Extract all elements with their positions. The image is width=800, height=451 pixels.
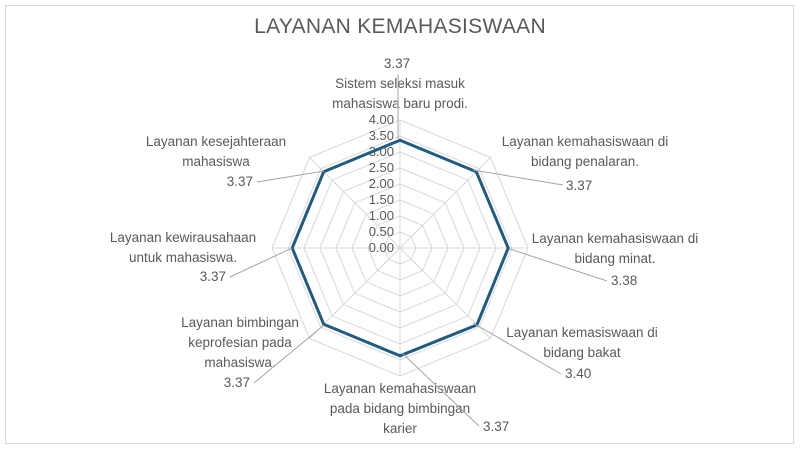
data-point [398, 138, 402, 142]
data-label-leader [253, 324, 325, 384]
data-label-leader [472, 322, 562, 375]
category-label: Layanan bimbingan [181, 315, 299, 330]
radial-tick-label: 3.00 [369, 144, 394, 159]
data-label: 3.37 [200, 269, 226, 284]
data-label-leader [509, 248, 608, 282]
category-label: bidang bakat [543, 345, 621, 360]
category-label: mahasiswa baru prodi. [332, 96, 468, 111]
radial-tick-label: 4.00 [369, 112, 394, 127]
radial-tick-label: 1.50 [369, 192, 394, 207]
radial-tick-label: 3.50 [369, 128, 394, 143]
chart-title: LAYANAN KEMAHASISWAAN [254, 15, 546, 38]
category-label: bidang minat. [574, 251, 655, 266]
radial-tick-label: 2.50 [369, 160, 394, 175]
radial-tick-label: 2.00 [369, 176, 394, 191]
data-label-leader [229, 247, 293, 278]
category-label: bidang penalaran. [531, 154, 639, 169]
data-label: 3.37 [566, 178, 592, 193]
data-label: 3.37 [483, 419, 509, 434]
radial-tick-label: 0.00 [369, 240, 394, 255]
category-label: Layanan kemasiswaan di [506, 325, 658, 340]
data-label-leader [401, 352, 480, 427]
category-label: Layanan kemahasiswaan di [502, 134, 669, 149]
grid-spoke [399, 247, 491, 339]
category-label: mahasiswa. [204, 355, 275, 370]
radial-tick-label: 1.00 [369, 208, 394, 223]
radial-tick-label: 0.50 [369, 224, 394, 239]
category-label: Layanan kewirausahaan [110, 230, 256, 245]
category-label: mahasiswa [182, 154, 250, 169]
category-label: karier [383, 421, 417, 436]
category-label: untuk mahasiswa. [129, 250, 237, 265]
data-point [398, 354, 402, 358]
data-label: 3.37 [227, 174, 253, 189]
data-label-leader [472, 169, 564, 186]
data-point [506, 246, 510, 250]
data-label: 3.40 [565, 366, 591, 381]
category-label: Layanan kemahasiswaan [324, 381, 476, 396]
category-label: Layanan kesejahteraan [146, 134, 286, 149]
data-label: 3.37 [224, 375, 250, 390]
category-label: Sistem seleksi masuk [335, 76, 465, 91]
category-label: keprofesian pada [188, 335, 292, 350]
category-label: Layanan kemahasiswaan di [532, 231, 699, 246]
data-point [322, 322, 326, 326]
category-label: pada bidang bimbingan [330, 401, 470, 416]
data-label-leader [256, 170, 325, 183]
data-label: 3.38 [611, 273, 637, 288]
data-label: 3.37 [384, 56, 410, 71]
